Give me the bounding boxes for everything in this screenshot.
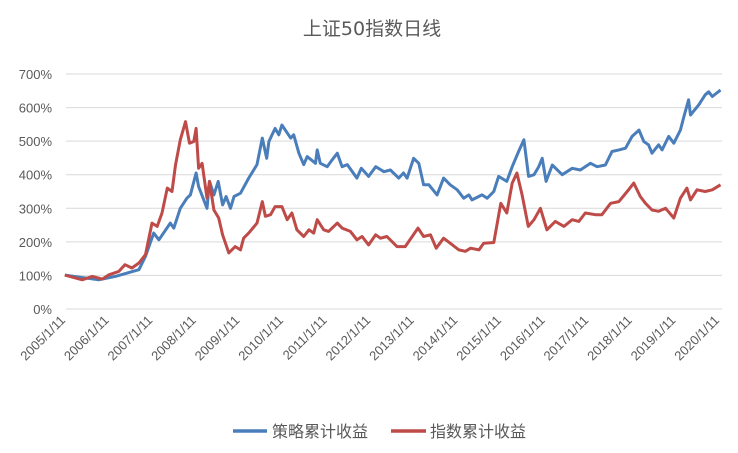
y-tick-label: 0% — [33, 302, 52, 317]
x-tick-label: 2015/1/11 — [453, 313, 504, 364]
x-tick-label: 2011/1/11 — [280, 313, 330, 363]
x-tick-label: 2019/1/11 — [628, 313, 679, 364]
x-tick-label: 2020/1/11 — [671, 313, 722, 364]
legend: 策略累计收益 指数累计收益 — [233, 422, 526, 441]
gridlines — [66, 73, 722, 310]
y-tick-label: 300% — [19, 201, 53, 216]
y-tick-label: 500% — [19, 134, 53, 149]
legend-item-index[interactable]: 指数累计收益 — [391, 422, 526, 441]
x-tick-label: 2012/1/11 — [322, 313, 373, 364]
x-axis-ticks: 2005/1/112006/1/112007/1/112008/1/112009… — [17, 313, 722, 364]
x-tick-label: 2013/1/11 — [366, 313, 417, 364]
x-tick-label: 2014/1/11 — [410, 313, 461, 364]
y-tick-label: 400% — [19, 168, 53, 183]
y-tick-label: 200% — [19, 235, 53, 250]
legend-label: 指数累计收益 — [430, 422, 526, 441]
x-tick-label: 2016/1/11 — [497, 313, 548, 364]
y-tick-label: 700% — [19, 67, 53, 82]
x-tick-label: 2006/1/11 — [61, 313, 112, 364]
x-tick-label: 2008/1/11 — [148, 313, 199, 364]
y-tick-label: 600% — [19, 101, 53, 116]
x-tick-label: 2010/1/11 — [235, 313, 286, 364]
x-tick-label: 2009/1/11 — [192, 313, 243, 364]
series-line-0 — [64, 88, 722, 282]
x-tick-label: 2007/1/11 — [104, 313, 155, 364]
x-tick-label: 2018/1/11 — [584, 313, 635, 364]
series-lines — [64, 88, 722, 282]
y-axis-ticks: 0% 100% 200% 300% 400% 500% 600% 700% — [19, 67, 53, 317]
y-tick-label: 100% — [19, 268, 53, 283]
x-tick-label: 2005/1/11 — [17, 313, 68, 364]
chart-title: 上证50指数日线 — [303, 18, 441, 40]
legend-label: 策略累计收益 — [272, 422, 368, 441]
series-line-1 — [64, 120, 722, 282]
legend-item-strategy[interactable]: 策略累计收益 — [233, 422, 368, 441]
x-tick-label: 2017/1/11 — [540, 313, 591, 364]
